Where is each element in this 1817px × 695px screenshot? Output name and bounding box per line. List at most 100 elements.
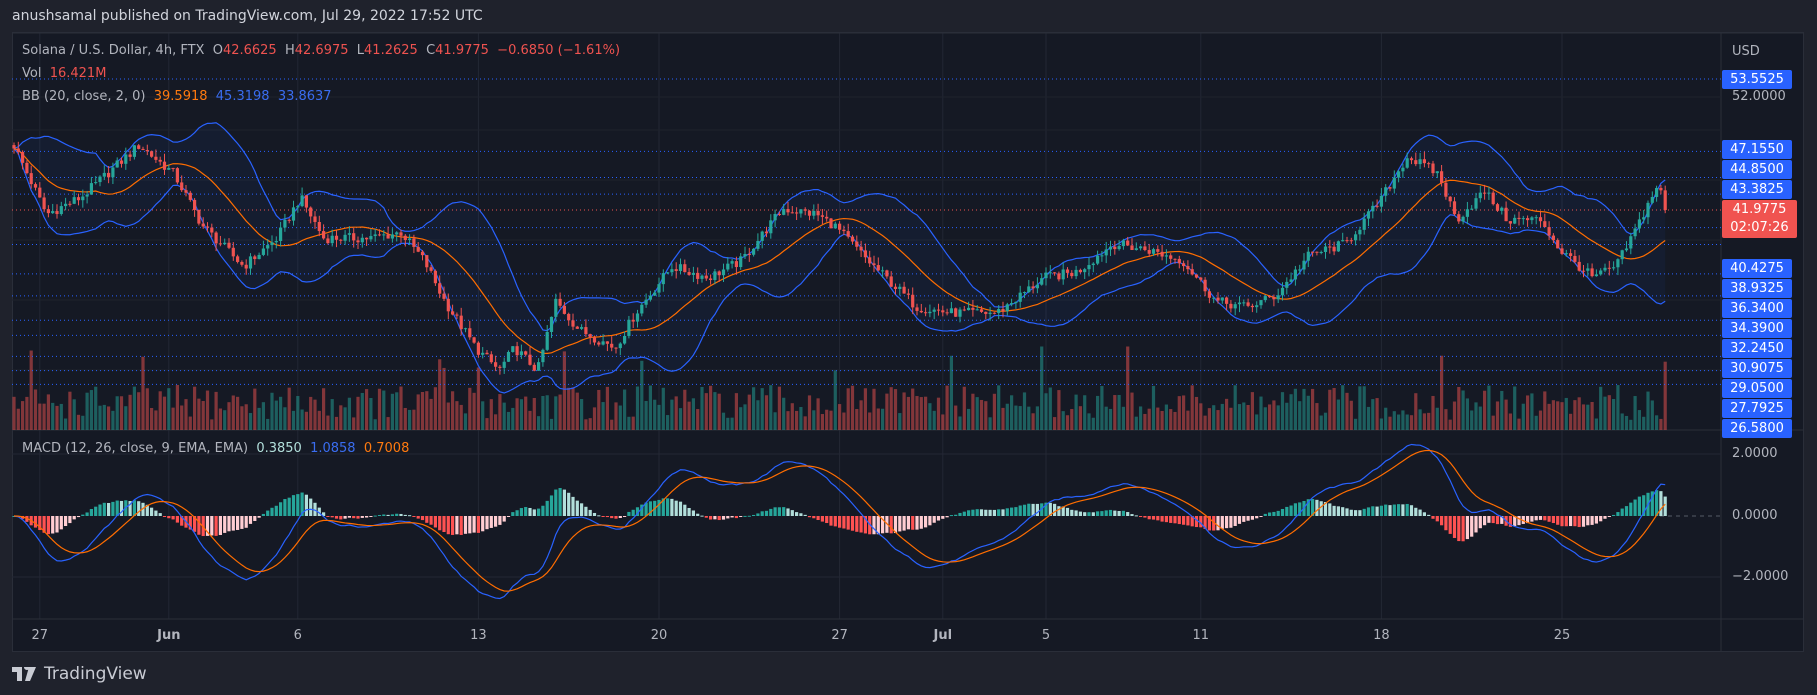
candle-body (1448, 196, 1452, 202)
macd-histogram-bar (1470, 516, 1474, 537)
macd-histogram-bar (807, 516, 812, 518)
macd-histogram-bar (1354, 510, 1358, 516)
candle-body (1517, 217, 1521, 219)
macd-histogram-bar (610, 516, 614, 519)
volume-bar (1422, 413, 1426, 430)
candle-body (502, 361, 506, 368)
macd-label: MACD (12, 26, close, 9, EMA, EMA) (22, 441, 249, 456)
volume-bar (291, 410, 296, 430)
volume-bar (1401, 410, 1405, 430)
macd-histogram-bar (648, 501, 652, 516)
macd-histogram-bar (309, 498, 313, 516)
bb-legend[interactable]: BB (20, close, 2, 0) 39.5918 45.3198 33.… (22, 89, 332, 104)
volume-bar (558, 394, 562, 430)
candle-body (1164, 255, 1168, 257)
volume-bar (1586, 404, 1590, 430)
volume-value: 16.421M (49, 66, 107, 81)
candle-body (1027, 286, 1031, 293)
candle-body (16, 148, 20, 152)
macd-histogram-bar (1091, 512, 1095, 516)
volume-bar (752, 387, 756, 430)
price-level-label: 43.3825 (1722, 180, 1792, 200)
volume-bar (1470, 410, 1474, 430)
macd-histogram-bar (162, 516, 167, 517)
volume-bar (266, 418, 270, 430)
macd-histogram-bar (881, 516, 885, 534)
macd-legend[interactable]: MACD (12, 26, close, 9, EMA, EMA) 0.3850… (22, 441, 409, 456)
volume-bar (162, 396, 167, 430)
volume-bar (304, 411, 308, 430)
macd-histogram-bar (1048, 502, 1052, 516)
volume-bar (459, 404, 463, 430)
candle-body (1603, 267, 1607, 271)
candle-body (205, 226, 210, 228)
chart-frame[interactable] (12, 32, 1804, 652)
macd-histogram-bar (506, 516, 511, 517)
volume-bar (261, 402, 265, 430)
candle-body (975, 309, 979, 311)
macd-histogram-bar (446, 516, 450, 535)
volume-bar (979, 399, 984, 430)
macd-histogram-bar (1010, 507, 1014, 516)
candle-body (184, 190, 188, 193)
candle-body (700, 275, 704, 279)
candle-body (485, 352, 489, 355)
macd-histogram-bar (1263, 513, 1267, 516)
candle-body (1212, 297, 1216, 299)
volume-bar (1521, 403, 1525, 430)
macd-histogram-bar (1220, 516, 1224, 529)
open-value: 42.6625 (222, 43, 277, 58)
tradingview-logo[interactable]: TradingView (12, 664, 147, 684)
candle-body (1538, 217, 1543, 222)
candle-body (769, 220, 773, 234)
volume-bar (635, 386, 640, 430)
macd-histogram-bar (859, 516, 863, 533)
candle-body (81, 196, 85, 201)
candle-body (1624, 248, 1629, 251)
candle-body (1401, 167, 1405, 172)
macd-histogram-bar (1233, 516, 1237, 526)
volume-bar (489, 399, 493, 430)
volume-bar (1435, 407, 1439, 430)
candle-body (1470, 208, 1474, 210)
volume-bar (975, 397, 979, 430)
candle-body (1500, 207, 1504, 211)
macd-histogram-bar (1040, 503, 1044, 516)
volume-bar (180, 405, 184, 430)
volume-bar (1599, 386, 1603, 430)
candle-body (304, 195, 308, 208)
volume-bar (390, 393, 394, 430)
macd-histogram-bar (377, 515, 382, 517)
macd-histogram-bar (605, 516, 609, 518)
volume-bar (1624, 415, 1629, 430)
macd-histogram-bar (1130, 514, 1134, 516)
volume-bar (158, 391, 162, 430)
candle-body (1384, 187, 1388, 196)
candle-body (498, 366, 502, 368)
volume-bar (773, 412, 777, 430)
macd-histogram-bar (752, 514, 756, 516)
volume-bar (1483, 390, 1487, 430)
candle-body (1405, 158, 1409, 168)
macd-histogram-bar (1513, 516, 1517, 527)
macd-histogram-bar (188, 516, 192, 530)
volume-bar (1564, 397, 1568, 430)
macd-histogram-bar (1362, 508, 1366, 516)
macd-histogram-bar (1431, 516, 1435, 519)
macd-histogram-bar (1272, 511, 1276, 516)
volume-bar (795, 410, 799, 430)
volume-bar (115, 396, 119, 430)
volume-bar (623, 389, 627, 430)
macd-histogram-bar (739, 516, 743, 517)
macd-line-value: 1.0858 (310, 441, 356, 456)
volume-bar (838, 404, 842, 430)
candle-body (954, 308, 958, 317)
candle-body (532, 364, 536, 371)
volume-bar (597, 389, 601, 430)
candle-body (876, 265, 880, 271)
macd-histogram-bar (145, 504, 149, 516)
macd-histogram-bar (425, 516, 429, 523)
volume-legend[interactable]: Vol 16.421M (22, 66, 106, 81)
macd-histogram-bar (1379, 505, 1383, 516)
